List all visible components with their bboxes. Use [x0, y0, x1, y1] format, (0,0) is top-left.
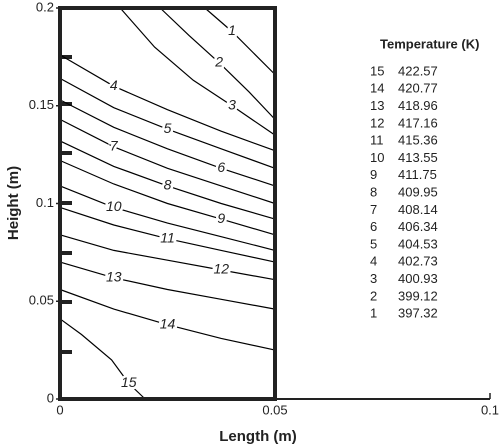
legend-temperature: 411.75: [398, 167, 437, 182]
legend-temperature: 402.73: [398, 254, 438, 269]
legend-level: 10: [370, 150, 384, 165]
legend-temperature: 400.93: [398, 271, 438, 286]
x-axis-title: Length (m): [219, 428, 296, 445]
contour-label: 12: [213, 261, 229, 277]
legend-temperature: 417.16: [398, 115, 438, 130]
contour-line: [159, 7, 276, 120]
x-tick-label: 0.05: [262, 402, 287, 417]
contour-line: [59, 159, 276, 236]
legend-temperature: 408.14: [398, 202, 438, 217]
legend-level: 2: [370, 288, 377, 303]
contour-label: 2: [214, 53, 223, 69]
contour-label: 7: [110, 138, 119, 154]
legend-level: 14: [370, 81, 384, 96]
contour-line: [59, 206, 276, 263]
contour-label: 14: [160, 315, 176, 331]
contour-line: [59, 118, 276, 205]
contour-line: [59, 77, 276, 169]
contour-label: 4: [110, 77, 118, 93]
y-tick-label: 0: [47, 390, 54, 405]
contour-label: 3: [228, 96, 236, 112]
legend-level: 13: [370, 98, 384, 113]
legend-level: 1: [370, 306, 377, 321]
legend-level: 3: [370, 271, 377, 286]
x-tick-label: 0.1: [481, 402, 499, 417]
contour-line: [59, 99, 276, 187]
legend-level: 9: [370, 167, 377, 182]
contour-line: [59, 185, 276, 251]
contour-line: [59, 288, 276, 351]
contour-label: 9: [217, 210, 225, 226]
legend-level: 4: [370, 254, 377, 269]
contour-label: 11: [160, 229, 175, 245]
contour-label: 6: [217, 159, 225, 175]
legend-level: 7: [370, 202, 377, 217]
legend-temperature: 397.32: [398, 306, 438, 321]
legend-level: 12: [370, 115, 384, 130]
legend-temperature: 418.96: [398, 98, 438, 113]
legend-temperature: 413.55: [398, 150, 438, 165]
domain-frame: [58, 6, 277, 401]
contour-line: [59, 54, 276, 152]
contour-line: [59, 318, 146, 400]
y-tick-label: 0.15: [29, 97, 54, 112]
contour-label: 5: [164, 120, 172, 136]
contour-line: [59, 140, 276, 220]
y-axis-title: Height (m): [5, 166, 22, 240]
legend-level: 6: [370, 219, 377, 234]
contour-label: 10: [106, 198, 122, 214]
legend-title: Temperature (K): [380, 36, 479, 51]
contour-label: 13: [106, 268, 122, 284]
y-tick-label: 0.2: [36, 0, 54, 14]
y-tick-label: 0.05: [29, 293, 54, 308]
legend-temperature: 399.12: [398, 288, 438, 303]
legend-temperature: 422.57: [398, 63, 438, 78]
legend-temperature: 415.36: [398, 133, 438, 148]
legend-level: 5: [370, 236, 377, 251]
x-tick-label: 0: [56, 402, 63, 417]
legend-temperature: 406.34: [398, 219, 438, 234]
contour-line: [119, 7, 276, 136]
legend-temperature: 404.53: [398, 236, 438, 251]
contour-label: 8: [164, 177, 172, 193]
y-tick-label: 0.1: [36, 195, 54, 210]
legend-level: 8: [370, 185, 377, 200]
contour-line: [59, 234, 276, 281]
legend-level: 11: [370, 133, 384, 148]
contour-line: [59, 261, 276, 310]
legend-temperature: 420.77: [398, 81, 438, 96]
legend-level: 15: [370, 63, 384, 78]
legend-temperature: 409.95: [398, 185, 438, 200]
contour-label: 15: [121, 374, 137, 390]
contour-label: 1: [228, 22, 236, 38]
contour-line: [204, 7, 276, 75]
